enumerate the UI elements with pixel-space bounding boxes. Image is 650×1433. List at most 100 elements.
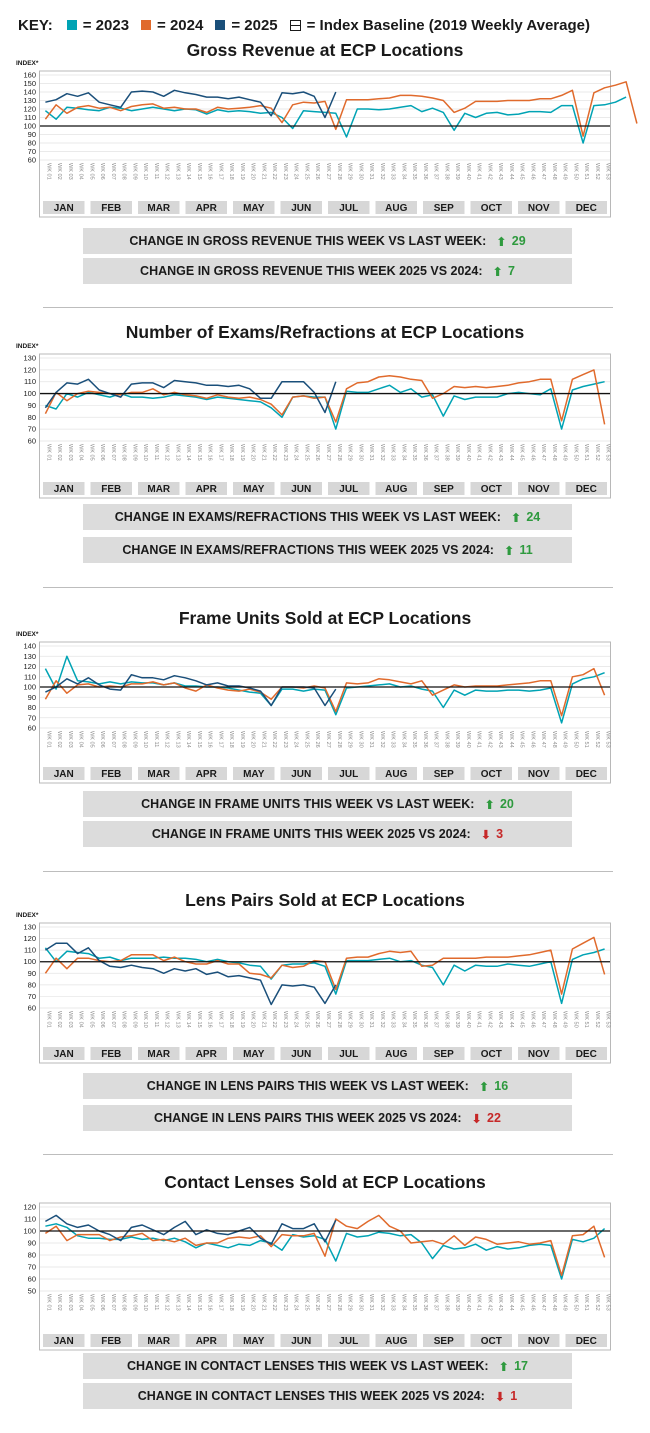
- series-line-2025: [44, 942, 337, 1006]
- x-tick-label: WK 40: [465, 163, 471, 180]
- legend-text-2025: = 2025: [231, 16, 278, 34]
- x-tick-label: WK 37: [433, 731, 439, 748]
- series-line-2023: [44, 947, 605, 1005]
- x-tick-label: WK 18: [228, 163, 234, 180]
- x-tick-label: WK 07: [110, 731, 116, 748]
- month-label: DEC: [576, 769, 597, 780]
- month-label: FEB: [101, 769, 121, 780]
- chart-exams-refractions: INDEX* 60 70 80 90 100 110 120 130 WK 01 WK 02 WK 0…: [16, 343, 611, 499]
- month-cell: [280, 482, 322, 495]
- x-tick-label: WK 22: [271, 731, 277, 748]
- panel-frame-units: Frame Units Sold at ECP Locations INDEX*…: [0, 608, 650, 858]
- month-label: SEP: [434, 769, 454, 780]
- x-tick-label: WK 52: [594, 444, 600, 461]
- x-tick-label: WK 33: [390, 1011, 396, 1028]
- month-label: MAY: [243, 203, 265, 214]
- month-label: FEB: [101, 1049, 121, 1060]
- month-cell: [233, 767, 275, 780]
- y-tick-label: 60: [28, 156, 36, 165]
- x-tick-label: WK 34: [400, 1011, 406, 1028]
- month-cell: [280, 201, 322, 214]
- month-cell: [470, 767, 512, 780]
- month-cell: [185, 1047, 227, 1060]
- legend-swatch-2025: [215, 20, 226, 30]
- x-tick-label: WK 21: [260, 163, 266, 180]
- month-cell: [185, 1334, 227, 1347]
- section-divider: [43, 1154, 613, 1155]
- x-tick-label: WK 13: [174, 731, 180, 748]
- x-tick-label: WK 03: [67, 1294, 73, 1311]
- month-cell: [423, 1334, 465, 1347]
- stat-text: CHANGE IN CONTACT LENSES THIS WEEK VS LA…: [127, 1359, 489, 1373]
- stat-2025-vs-2024: CHANGE IN LENS PAIRS THIS WEEK 2025 VS 2…: [83, 1105, 572, 1131]
- x-tick-label: WK 17: [217, 163, 223, 180]
- y-tick-label: 160: [23, 71, 36, 80]
- y-tick-label: 60: [28, 437, 36, 446]
- x-tick-label: WK 41: [476, 1011, 482, 1028]
- x-tick-label: WK 41: [476, 444, 482, 461]
- series-line-2025: [44, 378, 337, 414]
- x-tick-label: WK 13: [174, 444, 180, 461]
- x-tick-label: WK 03: [67, 1011, 73, 1028]
- x-tick-label: WK 41: [476, 1294, 482, 1311]
- x-tick-label: WK 22: [271, 1294, 277, 1311]
- x-tick-label: WK 41: [476, 731, 482, 748]
- month-label: SEP: [434, 203, 454, 214]
- section-divider: [43, 307, 613, 308]
- stat-2025-vs-2024: CHANGE IN GROSS REVENUE THIS WEEK 2025 V…: [83, 258, 572, 284]
- month-cell: [470, 1334, 512, 1347]
- series-line-2023: [45, 1223, 606, 1280]
- month-cell: [233, 201, 275, 214]
- x-tick-label: WK 29: [347, 163, 353, 180]
- x-tick-label: WK 17: [217, 731, 223, 748]
- month-cell: [328, 1047, 370, 1060]
- x-tick-label: WK 10: [142, 731, 148, 748]
- stat-text: CHANGE IN GROSS REVENUE THIS WEEK VS LAS…: [129, 234, 487, 248]
- stat-text: CHANGE IN LENS PAIRS THIS WEEK VS LAST W…: [146, 1079, 469, 1093]
- x-tick-label: WK 42: [486, 1011, 492, 1028]
- arrow-down-icon: ⬇: [471, 1111, 483, 1126]
- month-cell: [138, 1334, 180, 1347]
- x-tick-label: WK 01: [45, 444, 51, 461]
- y-tick-label: 130: [23, 354, 36, 363]
- x-tick-label: WK 37: [433, 444, 439, 461]
- stat-text: CHANGE IN LENS PAIRS THIS WEEK 2025 VS 2…: [154, 1111, 462, 1125]
- month-cell: [518, 482, 560, 495]
- x-tick-label: WK 27: [325, 1294, 331, 1311]
- arrow-up-icon: ⬆: [496, 234, 507, 249]
- y-tick-label: 90: [28, 1239, 36, 1248]
- month-label: OCT: [481, 769, 502, 780]
- x-tick-label: WK 43: [497, 1011, 503, 1028]
- y-tick-label: 50: [28, 1287, 36, 1296]
- x-tick-label: WK 24: [293, 444, 299, 461]
- x-tick-label: WK 31: [368, 1011, 374, 1028]
- x-tick-label: WK 49: [562, 1294, 568, 1311]
- x-tick-label: WK 53: [605, 731, 611, 748]
- x-tick-label: WK 49: [562, 163, 568, 180]
- x-tick-label: WK 42: [486, 444, 492, 461]
- x-tick-label: WK 37: [433, 1011, 439, 1028]
- month-cell: [565, 1047, 607, 1060]
- month-label: DEC: [576, 1336, 597, 1347]
- y-tick-label: 140: [23, 88, 36, 97]
- x-tick-label: WK 39: [454, 731, 460, 748]
- arrow-up-icon: ⬆: [478, 1079, 490, 1094]
- x-tick-label: WK 24: [293, 163, 299, 180]
- y-tick-label: 100: [23, 389, 36, 398]
- stat-text: CHANGE IN GROSS REVENUE THIS WEEK 2025 V…: [140, 264, 483, 278]
- x-tick-label: WK 19: [239, 1011, 245, 1028]
- x-tick-label: WK 23: [282, 163, 288, 180]
- y-axis-label: INDEX*: [16, 631, 39, 638]
- y-tick-label: 110: [24, 1215, 36, 1224]
- x-tick-label: WK 11: [153, 1011, 159, 1027]
- y-tick-label: 120: [23, 662, 36, 671]
- y-tick-label: 80: [28, 703, 36, 712]
- y-tick-label: 110: [24, 672, 36, 681]
- legend-text-baseline: = Index Baseline (2019 Weekly Average): [306, 16, 590, 34]
- x-tick-label: WK 31: [368, 1294, 374, 1311]
- month-cell: [138, 767, 180, 780]
- x-tick-label: WK 44: [508, 731, 514, 748]
- month-label: JAN: [54, 484, 74, 495]
- x-tick-label: WK 42: [486, 1294, 492, 1311]
- month-label: JAN: [54, 769, 74, 780]
